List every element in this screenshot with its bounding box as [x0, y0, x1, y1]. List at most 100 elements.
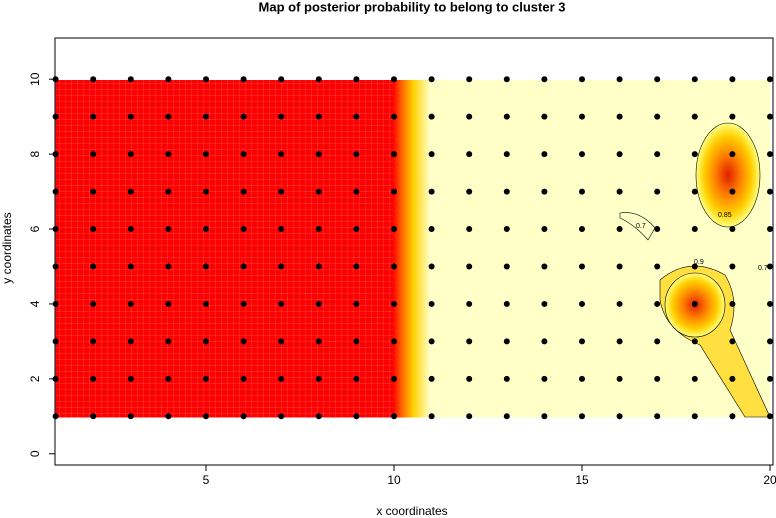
x-tick-label: 15: [575, 473, 589, 487]
hotspot: [695, 122, 761, 228]
point: [315, 76, 322, 83]
y-axis-label: y coordinates: [0, 212, 14, 283]
point: [466, 188, 473, 195]
point: [353, 226, 360, 233]
point: [240, 375, 247, 382]
point: [767, 300, 773, 307]
y-tick-label: 6: [28, 225, 42, 232]
point: [391, 375, 397, 382]
point: [503, 151, 510, 158]
point: [127, 151, 134, 158]
point: [165, 151, 172, 158]
point: [203, 338, 209, 345]
point: [127, 263, 134, 270]
point: [616, 413, 623, 420]
point: [729, 188, 736, 195]
point: [654, 151, 661, 158]
point: [503, 300, 510, 307]
contour-label: 0.7: [758, 265, 768, 272]
point: [278, 151, 285, 158]
point: [315, 188, 322, 195]
point: [90, 263, 97, 270]
point: [654, 113, 661, 120]
point: [52, 375, 59, 382]
point: [278, 338, 285, 345]
point: [729, 151, 736, 158]
point: [428, 113, 435, 120]
point: [165, 76, 172, 83]
point: [353, 76, 360, 83]
point: [315, 375, 322, 382]
point: [240, 338, 247, 345]
point: [240, 263, 247, 270]
x-tick-label: 5: [203, 473, 210, 487]
contour-label: 0.9: [694, 259, 704, 266]
point: [767, 263, 773, 270]
point: [203, 113, 209, 120]
point: [52, 76, 59, 83]
point: [767, 188, 773, 195]
point: [767, 113, 773, 120]
point: [654, 188, 661, 195]
point: [729, 76, 736, 83]
point: [541, 76, 548, 83]
point: [729, 375, 736, 382]
point: [767, 413, 773, 420]
point: [90, 375, 97, 382]
point: [127, 375, 134, 382]
point: [165, 188, 172, 195]
point: [315, 300, 322, 307]
point: [203, 76, 209, 83]
point: [654, 263, 661, 270]
point: [278, 226, 285, 233]
point: [278, 300, 285, 307]
point: [503, 263, 510, 270]
point: [315, 413, 322, 420]
point: [654, 375, 661, 382]
point: [616, 226, 623, 233]
point: [90, 188, 97, 195]
point: [428, 300, 435, 307]
point: [691, 76, 698, 83]
point: [353, 375, 360, 382]
point: [691, 413, 698, 420]
point: [767, 375, 773, 382]
point: [428, 375, 435, 382]
point: [315, 113, 322, 120]
point: [579, 76, 585, 83]
point: [428, 413, 435, 420]
point: [240, 188, 247, 195]
point: [203, 413, 209, 420]
point: [541, 188, 548, 195]
point: [240, 76, 247, 83]
point: [767, 338, 773, 345]
point: [90, 413, 97, 420]
point: [767, 76, 773, 83]
point: [503, 76, 510, 83]
point: [541, 413, 548, 420]
point: [579, 300, 585, 307]
point: [541, 375, 548, 382]
point: [691, 188, 698, 195]
point: [691, 226, 698, 233]
point: [391, 263, 397, 270]
point: [503, 188, 510, 195]
point: [428, 76, 435, 83]
point: [691, 113, 698, 120]
point: [579, 338, 585, 345]
point: [616, 338, 623, 345]
point: [466, 413, 473, 420]
point: [90, 338, 97, 345]
probability-map: [55, 80, 771, 418]
point: [90, 76, 97, 83]
point: [203, 300, 209, 307]
point: [391, 226, 397, 233]
point: [203, 375, 209, 382]
point: [541, 113, 548, 120]
point: [353, 300, 360, 307]
point: [466, 76, 473, 83]
point: [729, 113, 736, 120]
point: [654, 338, 661, 345]
point: [240, 113, 247, 120]
